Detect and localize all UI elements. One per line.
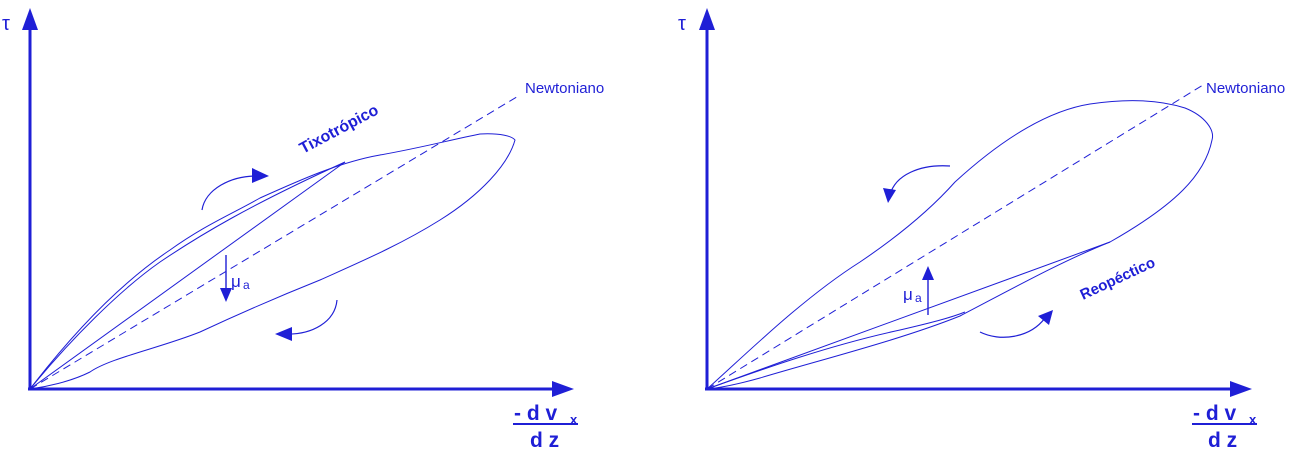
left-viscosity-subscript: a [243,278,250,292]
right-y-axis-arrowhead [699,8,715,30]
right-x-axis-denominator: d z [1208,429,1237,452]
left-y-axis-label: τ [2,13,10,35]
left-thixotropic-loop [28,133,516,390]
right-inner-curve [706,311,966,390]
right-newtonian-label: Newtoniano [1206,80,1285,97]
left-viscosity-arrowhead [220,288,232,302]
left-inner-line [29,161,346,390]
left-viscosity-symbol: μ [231,272,241,291]
left-x-axis-numerator-subscript: x [570,412,578,427]
left-x-axis-arrowhead [552,381,574,397]
right-upper-curved-arrowhead [883,188,896,203]
left-upper-curved-arrowhead [252,168,269,183]
right-x-axis-numerator-subscript: x [1249,412,1257,427]
right-panel: μ a τ Newtoniano Reopéctico - d v x d z [678,8,1285,452]
left-newtonian-label: Newtoniano [525,80,604,97]
left-x-axis-numerator: - d v [514,402,557,425]
right-x-axis-arrowhead [1230,381,1252,397]
left-upper-curved-arrow [201,175,261,211]
right-lower-curved-arrow [979,317,1046,338]
left-lower-curved-arrow [284,299,338,335]
left-y-axis-arrowhead [22,8,38,30]
right-y-axis-label: τ [678,13,686,35]
left-x-axis-denominator: d z [530,429,559,452]
left-inner-curve [29,161,346,390]
left-newtonian-line [29,94,521,390]
right-inner-line-1 [706,241,1111,390]
right-newtonian-line [706,84,1204,390]
right-lower-curved-arrowhead [1038,310,1053,325]
left-curve-label: Tixotrópico [297,102,382,158]
left-lower-curved-arrowhead [275,327,292,341]
right-upper-curved-arrow [889,165,951,196]
right-viscosity-subscript: a [915,291,922,305]
left-panel: μ a τ Newtoniano Tixotrópico - d v x d z [2,8,604,452]
right-viscosity-symbol: μ [903,285,913,304]
right-rheopectic-loop [705,100,1214,390]
right-curve-label: Reopéctico [1078,254,1158,304]
right-x-axis-numerator: - d v [1193,402,1236,425]
right-viscosity-arrowhead [922,266,934,280]
